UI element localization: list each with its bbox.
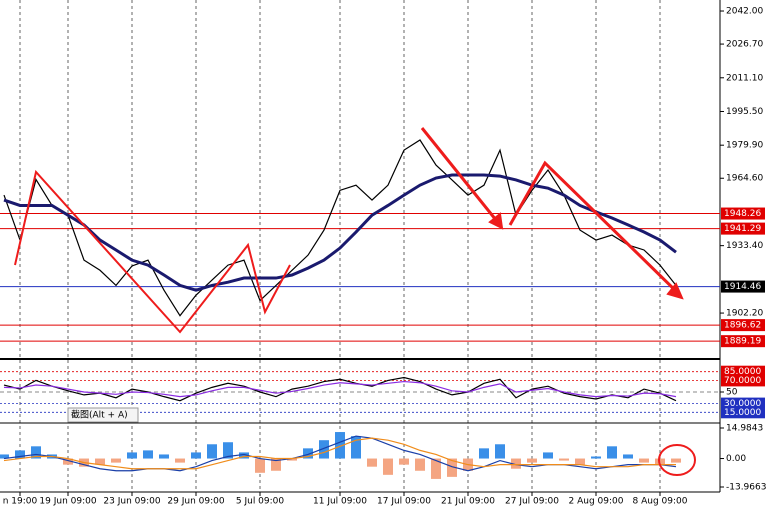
price-label: 30.0000 <box>724 399 761 409</box>
price-label: 1896.62 <box>724 321 761 331</box>
y-tick-label: 1933.40 <box>726 241 763 251</box>
hist-bar <box>303 448 313 459</box>
highlight-circle <box>658 444 696 476</box>
price-label: 1948.26 <box>724 209 761 219</box>
price-label-box <box>721 319 765 332</box>
hist-bar <box>351 436 361 459</box>
x-tick-label: 11 Jul 09:00 <box>313 497 367 507</box>
hist-bar <box>15 450 25 459</box>
price-label-box <box>721 335 765 348</box>
y-tick-label: -13.9663 <box>726 483 766 493</box>
hist-bar <box>527 458 537 463</box>
y-tick-label: 1902.20 <box>726 309 763 319</box>
price-label: 15.0000 <box>724 408 761 418</box>
hist-bar <box>143 450 153 459</box>
hist-bar <box>271 458 281 471</box>
hist-bar <box>0 454 9 459</box>
zigzag <box>14 169 291 334</box>
series-line <box>3 376 677 402</box>
hist-bar <box>671 458 681 463</box>
price-label: 1941.29 <box>724 224 761 234</box>
series-line <box>3 380 677 398</box>
hist-bar <box>287 458 297 461</box>
hist-bar <box>175 458 185 463</box>
tooltip: 截图(Alt + A) <box>71 409 128 421</box>
hist-bar <box>367 458 377 467</box>
hist-bar <box>223 442 233 459</box>
hist-bar <box>239 452 249 459</box>
hist-bar <box>543 452 553 459</box>
y-tick-label: 1964.60 <box>726 174 763 184</box>
arrow-head <box>488 212 504 230</box>
hist-bar <box>111 458 121 463</box>
x-tick-label: 29 Jun 09:00 <box>167 497 224 507</box>
series-line <box>3 173 677 292</box>
hist-bar <box>95 458 105 465</box>
hist-bar <box>431 458 441 479</box>
price-label: 1914.46 <box>724 282 761 292</box>
x-tick-label: 8 Aug 09:00 <box>633 497 688 507</box>
hist-bar <box>415 458 425 471</box>
tooltip-box <box>67 407 139 423</box>
hist-bar <box>623 454 633 459</box>
price-label: 70.0000 <box>724 376 761 386</box>
down-arrow <box>420 127 502 226</box>
hist-bar <box>495 444 505 459</box>
hist-bar <box>447 458 457 477</box>
price-label-box <box>721 207 765 220</box>
y-tick-label: 2042.00 <box>726 7 763 17</box>
x-tick-label: n 19:00 <box>3 497 38 507</box>
y-tick-label: 0.00 <box>726 454 746 464</box>
x-tick-label: 23 Jun 09:00 <box>103 497 160 507</box>
price-label-box <box>721 406 765 419</box>
hist-bar <box>559 458 569 461</box>
hist-bar <box>399 458 409 465</box>
x-tick-label: 5 Jul 09:00 <box>236 497 285 507</box>
y-tick-label: 1979.90 <box>726 141 763 151</box>
x-tick-label: 19 Jun 09:00 <box>39 497 96 507</box>
hist-bar <box>607 446 617 459</box>
price-label: 85.0000 <box>724 367 761 377</box>
y-tick-label: 14.9843 <box>726 424 763 434</box>
price-label: 1889.19 <box>724 337 761 347</box>
price-label-box <box>721 374 765 387</box>
y-tick-label: 1995.50 <box>726 107 763 117</box>
x-tick-label: 2 Aug 09:00 <box>569 497 624 507</box>
price-label-box <box>721 222 765 235</box>
hist-bar <box>127 452 137 459</box>
y-tick-label: 2011.10 <box>726 73 763 83</box>
hist-bar <box>335 432 345 459</box>
hist-bar <box>31 446 41 459</box>
hist-bar <box>255 458 265 473</box>
hist-bar <box>575 458 585 465</box>
y-tick-label: 2026.70 <box>726 40 763 50</box>
x-tick-label: 17 Jul 09:00 <box>377 497 431 507</box>
x-tick-label: 21 Jul 09:00 <box>441 497 495 507</box>
hist-bar <box>63 458 73 465</box>
y-tick-label: 50 <box>726 388 738 398</box>
series-line <box>3 437 676 470</box>
hist-bar <box>159 454 169 459</box>
hist-bar <box>479 448 489 459</box>
arrow-head <box>666 282 684 300</box>
hist-bar <box>511 458 521 469</box>
down-trend <box>508 160 682 297</box>
hist-bar <box>383 458 393 475</box>
hist-bar <box>207 444 217 459</box>
x-tick-label: 27 Jul 09:00 <box>505 497 559 507</box>
hist-bar <box>639 458 649 463</box>
trend-lines <box>14 127 684 334</box>
hist-bar <box>191 452 201 459</box>
price-label-box <box>721 280 765 293</box>
hist-bar <box>591 456 601 459</box>
hist-bar <box>319 440 329 459</box>
